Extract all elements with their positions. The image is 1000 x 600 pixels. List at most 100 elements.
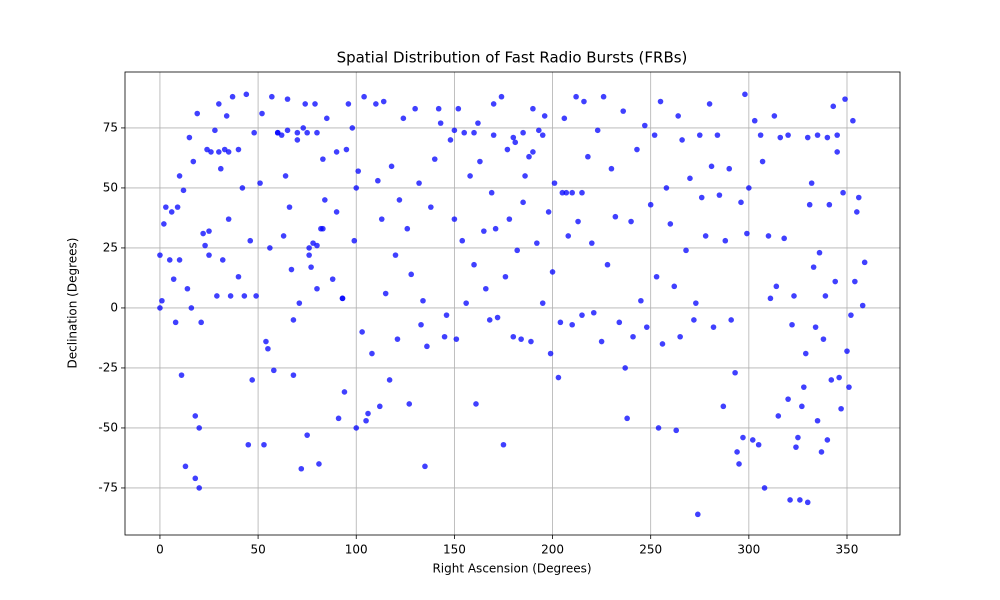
data-point (229, 93, 236, 100)
data-point (575, 218, 581, 225)
data-point (726, 165, 733, 172)
data-point (814, 417, 821, 424)
data-point (696, 132, 703, 138)
data-point (859, 302, 866, 309)
data-point (447, 137, 454, 143)
data-point (194, 110, 201, 117)
data-point (196, 485, 203, 491)
data-point (746, 185, 752, 191)
data-point (174, 204, 181, 210)
data-point (257, 180, 263, 186)
data-point (192, 413, 199, 419)
data-point (671, 283, 678, 290)
data-point (453, 336, 460, 342)
data-point (314, 285, 320, 292)
data-point (459, 237, 466, 244)
data-point (589, 240, 595, 246)
data-point (520, 199, 526, 206)
data-point (518, 336, 524, 342)
data-point (431, 156, 438, 162)
data-point (365, 410, 371, 417)
x-tick-label: 350 (836, 543, 859, 557)
data-point (691, 317, 697, 323)
data-point (590, 309, 597, 316)
data-point (667, 221, 674, 227)
data-point (308, 264, 314, 270)
data-point (638, 297, 644, 304)
data-point (643, 324, 650, 330)
data-point (530, 149, 536, 155)
data-point (161, 221, 167, 227)
data-point (528, 338, 534, 345)
data-point (322, 197, 328, 203)
data-point (799, 403, 805, 410)
data-point (500, 441, 507, 448)
data-point (834, 149, 840, 155)
y-tick-label: -50 (98, 420, 118, 434)
data-point (547, 350, 554, 357)
data-point (777, 134, 784, 141)
data-point (418, 321, 424, 328)
data-point (734, 449, 740, 455)
data-point (761, 485, 768, 491)
data-point (296, 300, 303, 306)
data-point (502, 273, 509, 280)
data-point (706, 101, 713, 107)
data-point (814, 132, 821, 138)
data-point (168, 209, 175, 215)
data-point (828, 377, 835, 383)
data-point (451, 127, 458, 134)
data-point (522, 173, 528, 179)
data-point (675, 113, 681, 119)
data-point (751, 117, 758, 124)
data-point (767, 295, 774, 302)
data-point (842, 96, 848, 102)
data-point (170, 276, 177, 282)
y-tick-label: -25 (98, 360, 118, 374)
points (157, 91, 868, 518)
data-point (759, 158, 766, 165)
data-point (261, 441, 267, 448)
data-point (569, 321, 575, 328)
chart-title: Spatial Distribution of Fast Radio Burst… (337, 49, 688, 67)
data-point (820, 336, 827, 342)
data-point (306, 245, 312, 251)
data-point (212, 127, 218, 134)
data-point (710, 324, 717, 330)
data-point (720, 403, 727, 410)
data-point (475, 120, 481, 126)
data-point (304, 432, 310, 438)
data-point (253, 293, 259, 299)
data-point (679, 137, 685, 143)
data-point (216, 101, 222, 107)
data-point (416, 180, 422, 186)
data-point (206, 228, 212, 234)
data-point (642, 122, 648, 129)
data-point (376, 403, 383, 410)
y-tick-label: 75 (103, 120, 118, 134)
data-point (624, 415, 630, 422)
data-point (455, 105, 462, 112)
data-point (561, 115, 568, 122)
data-point (773, 283, 780, 290)
y-axis-label: Declination (Degrees) (66, 238, 80, 369)
data-point (771, 113, 778, 119)
data-point (742, 91, 748, 98)
data-point (514, 247, 521, 254)
data-point (708, 163, 715, 170)
data-point (406, 401, 413, 407)
data-point (673, 427, 680, 434)
data-point (471, 261, 477, 268)
data-point (202, 242, 208, 249)
data-point (663, 185, 670, 191)
data-point (850, 117, 856, 124)
x-tick-label: 100 (345, 543, 368, 557)
x-tick-label: 250 (639, 543, 662, 557)
data-point (467, 173, 473, 179)
data-point (225, 216, 232, 222)
data-point (736, 461, 742, 467)
data-point (157, 305, 163, 311)
data-point (830, 103, 837, 110)
data-point (755, 441, 762, 448)
x-tick-label: 200 (541, 543, 564, 557)
